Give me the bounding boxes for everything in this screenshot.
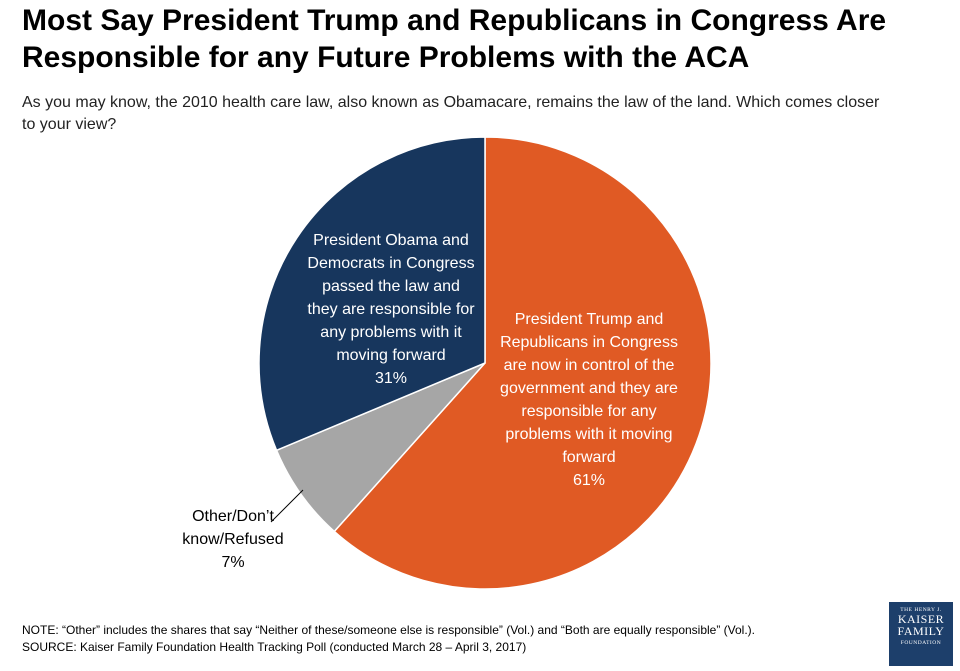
slice-label-line: Other/Don’t <box>192 508 274 525</box>
footer-note: NOTE: “Other” includes the shares that s… <box>22 623 756 637</box>
logo-line-1: THE HENRY J. <box>900 607 942 613</box>
slice-label-line: know/Refused <box>182 531 283 548</box>
subtitle-line-1: As you may know, the 2010 health care la… <box>22 94 880 111</box>
slice-trump-republicans <box>333 136 712 590</box>
slice-other-dont-know <box>275 362 486 533</box>
slice-label-line: President Obama and <box>313 232 469 249</box>
logo-line-2: KAISER <box>897 612 945 626</box>
slice-obama-democrats-label: President Obama and Democrats in Congress… <box>307 232 475 387</box>
page-title: Most Say President Trump and Republicans… <box>22 2 942 76</box>
slice-label-line: are now in control of the <box>504 357 675 374</box>
kff-logo: THE HENRY J. KAISER FAMILY FOUNDATION <box>889 602 953 666</box>
other-slice-leader-line <box>270 489 304 523</box>
slice-label-line: forward <box>562 449 615 466</box>
slice-label-line: government and they are <box>500 380 678 397</box>
footer-source: SOURCE: Kaiser Family Foundation Health … <box>22 640 527 654</box>
subtitle-line-2: to your view? <box>22 116 117 133</box>
slice-label-line: any problems with it <box>320 324 462 341</box>
slice-label-line: responsible for any <box>521 403 656 420</box>
slice-label-line: moving forward <box>336 347 445 364</box>
slice-label-line: problems with it moving <box>505 426 672 443</box>
slice-other-dont-know-label: Other/Don’t know/Refused 7% <box>182 508 283 571</box>
slice-label-line: Republicans in Congress <box>500 334 678 351</box>
chart-subtitle: As you may know, the 2010 health care la… <box>22 92 942 136</box>
slice-trump-republicans-label: President Trump and Republicans in Congre… <box>500 311 678 489</box>
chart-footer: NOTE: “Other” includes the shares that s… <box>22 622 882 656</box>
pie-slices <box>258 136 712 590</box>
slice-label-line: Democrats in Congress <box>307 255 474 272</box>
slice-value-label: 61% <box>573 472 605 489</box>
title-line-1: Most Say President Trump and Republicans… <box>22 4 887 37</box>
slice-label-line: they are responsible for <box>307 301 475 318</box>
title-line-2: Responsible for any Future Problems with… <box>22 41 750 74</box>
pie-labels: President Trump and Republicans in Congre… <box>182 232 678 571</box>
logo-line-3: FAMILY <box>897 624 945 638</box>
slice-obama-democrats <box>258 136 486 452</box>
slice-value-label: 7% <box>221 554 244 571</box>
slice-label-line: President Trump and <box>515 311 664 328</box>
slice-value-label: 31% <box>375 370 407 387</box>
logo-line-4: FOUNDATION <box>900 640 942 646</box>
slice-label-line: passed the law and <box>322 278 460 295</box>
